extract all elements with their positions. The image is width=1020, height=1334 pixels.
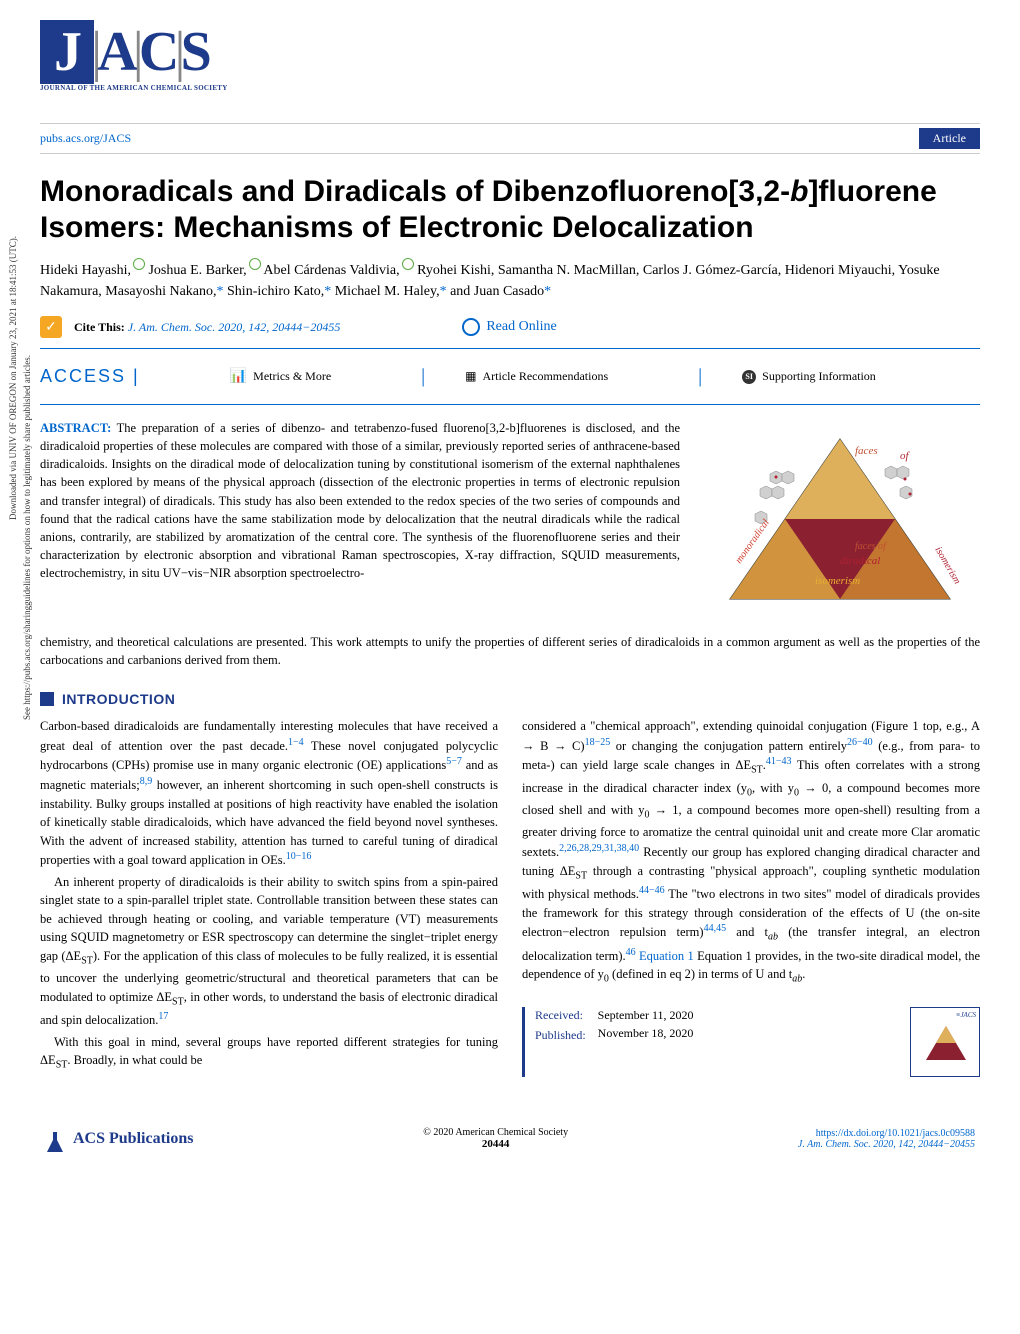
introduction-heading: INTRODUCTION bbox=[40, 691, 980, 707]
si-link[interactable]: SI Supporting Information bbox=[742, 369, 876, 384]
abstract-continuation: chemistry, and theoretical calculations … bbox=[40, 633, 980, 669]
jacs-logo: J|A|C|S JOURNAL OF THE AMERICAN CHEMICAL… bbox=[40, 20, 300, 115]
section-square-icon bbox=[40, 692, 54, 706]
svg-text:diradical: diradical bbox=[840, 555, 880, 567]
logo-caption: JOURNAL OF THE AMERICAN CHEMICAL SOCIETY bbox=[40, 84, 300, 92]
ref-link[interactable]: 18−25 bbox=[585, 737, 611, 748]
orcid-icon[interactable] bbox=[133, 258, 145, 270]
acs-flask-icon bbox=[45, 1132, 65, 1152]
svg-text:isomerism: isomerism bbox=[815, 575, 860, 587]
ref-link[interactable]: 5−7 bbox=[446, 756, 462, 767]
ref-link[interactable]: 2,26,28,29,31,38,40 bbox=[559, 843, 639, 854]
actions-row: ACCESS | 📊 Metrics & More | ▦ Article Re… bbox=[40, 357, 980, 396]
article-type-badge: Article bbox=[919, 128, 980, 149]
citation-link[interactable]: J. Am. Chem. Soc. 2020, 142, 20444−20455 bbox=[128, 320, 341, 334]
recommendations-link[interactable]: ▦ Article Recommendations bbox=[465, 369, 608, 384]
page-number: 20444 bbox=[423, 1138, 568, 1150]
svg-text:of: of bbox=[900, 450, 911, 462]
corresponding-author-link[interactable]: * bbox=[440, 284, 447, 299]
acs-publications-logo: ACS Publications bbox=[73, 1130, 193, 1148]
globe-icon bbox=[462, 318, 480, 336]
equation-link[interactable]: Equation 1 bbox=[639, 949, 694, 963]
read-online-link[interactable]: Read Online bbox=[462, 318, 556, 336]
corresponding-author-link[interactable]: * bbox=[324, 284, 331, 299]
metrics-link[interactable]: 📊 Metrics & More bbox=[230, 368, 331, 385]
footer-citation: J. Am. Chem. Soc. 2020, 142, 20444−20455 bbox=[798, 1139, 975, 1150]
right-column: considered a "chemical approach", extend… bbox=[522, 717, 980, 1077]
pubs-link[interactable]: pubs.acs.org/JACS bbox=[40, 131, 131, 146]
received-box: Received: Published: September 11, 2020 … bbox=[522, 1007, 980, 1077]
access-link[interactable]: ACCESS | bbox=[40, 366, 140, 387]
ref-link[interactable]: 26−40 bbox=[847, 737, 873, 748]
svg-text:faces of: faces of bbox=[855, 541, 887, 552]
copyright-text: © 2020 American Chemical Society bbox=[423, 1127, 568, 1138]
ref-link[interactable]: 10−16 bbox=[286, 851, 312, 862]
page-footer: ACS Publications © 2020 American Chemica… bbox=[40, 1127, 980, 1150]
left-column: Carbon-based diradicaloids are fundament… bbox=[40, 717, 498, 1077]
ref-link[interactable]: 8,9 bbox=[140, 776, 153, 787]
metrics-icon: 📊 bbox=[230, 368, 247, 385]
ref-link[interactable]: 44,45 bbox=[704, 923, 727, 934]
recommendations-icon: ▦ bbox=[465, 369, 476, 384]
sharing-info-vertical: See https://pubs.acs.org/sharingguidelin… bbox=[22, 320, 32, 720]
ref-link[interactable]: 1−4 bbox=[288, 737, 304, 748]
corresponding-author-link[interactable]: * bbox=[217, 284, 224, 299]
abstract-text: ABSTRACT: The preparation of a series of… bbox=[40, 419, 680, 629]
corresponding-author-link[interactable]: * bbox=[544, 284, 551, 299]
article-title: Monoradicals and Diradicals of Dibenzofl… bbox=[40, 174, 980, 246]
si-icon: SI bbox=[742, 370, 756, 384]
download-info-vertical: Downloaded via UNIV OF OREGON on January… bbox=[8, 120, 18, 520]
check-icon[interactable]: ✓ bbox=[40, 316, 62, 338]
author-list: Hideki Hayashi, Joshua E. Barker, Abel C… bbox=[40, 260, 980, 302]
svg-text:faces: faces bbox=[855, 445, 878, 457]
doi-link[interactable]: https://dx.doi.org/10.1021/jacs.0c09588 bbox=[798, 1128, 975, 1139]
ref-link[interactable]: 17 bbox=[158, 1011, 168, 1022]
journal-logo-section: J|A|C|S JOURNAL OF THE AMERICAN CHEMICAL… bbox=[40, 20, 980, 115]
cite-this: Cite This: J. Am. Chem. Soc. 2020, 142, … bbox=[74, 320, 340, 335]
header-bar: pubs.acs.org/JACS Article bbox=[40, 123, 980, 154]
orcid-icon[interactable] bbox=[402, 258, 414, 270]
cite-row: ✓ Cite This: J. Am. Chem. Soc. 2020, 142… bbox=[40, 316, 980, 338]
ref-link[interactable]: 46 bbox=[626, 947, 636, 958]
ref-link[interactable]: 44−46 bbox=[639, 885, 665, 896]
toc-graphic: faces of monoradical diradical faces of … bbox=[700, 419, 980, 629]
ref-link[interactable]: 41−43 bbox=[766, 756, 792, 767]
orcid-icon[interactable] bbox=[249, 258, 261, 270]
toc-thumbnail: ≡JACS bbox=[910, 1007, 980, 1077]
